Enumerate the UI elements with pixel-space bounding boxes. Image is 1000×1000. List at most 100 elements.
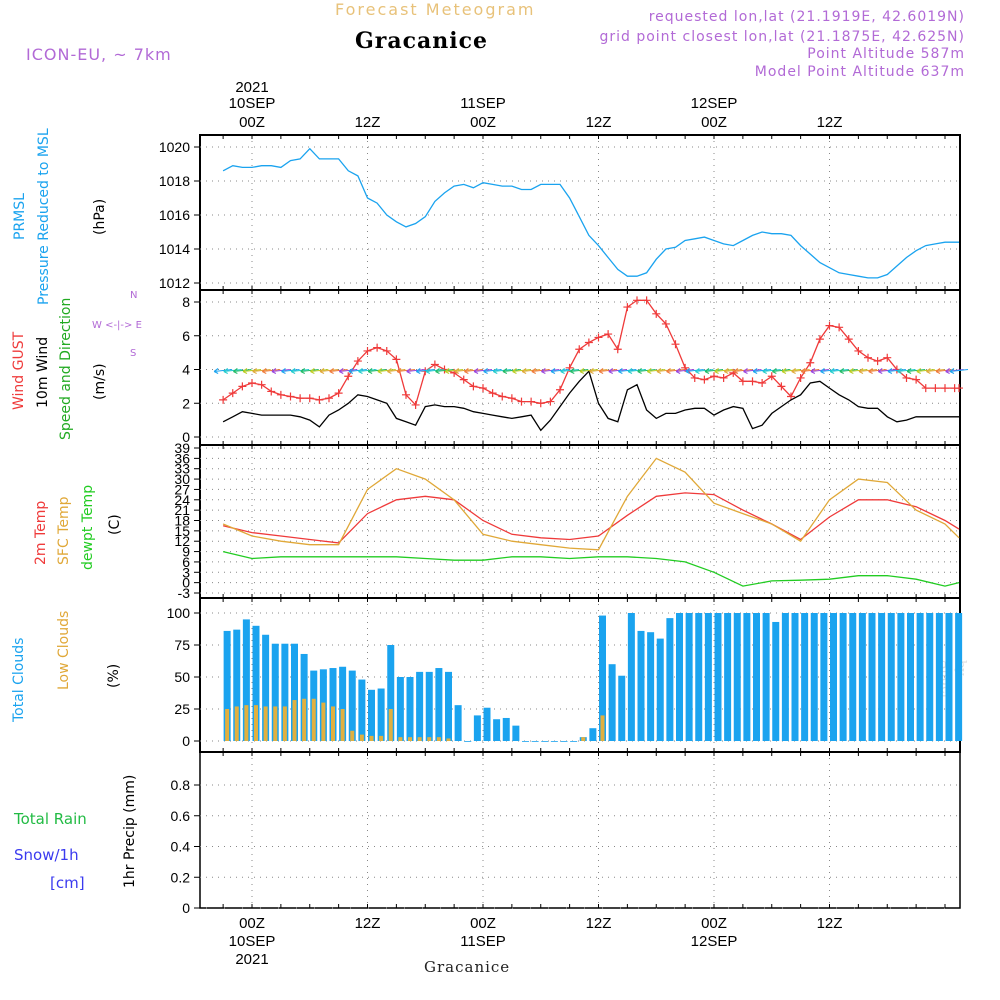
y-tick-label: 0 (182, 900, 190, 916)
wind-direction-arrow (627, 368, 647, 374)
y-tick-label: 1020 (159, 139, 190, 155)
wind-direction-arrow (916, 368, 935, 374)
total-cloud-bar (935, 613, 943, 741)
total-cloud-bar (656, 638, 664, 741)
y-tick-label: 6 (182, 554, 190, 570)
time-label-bottom: 12Z (817, 915, 843, 932)
y-tick-label: 6 (182, 328, 190, 344)
total-cloud-bar (762, 613, 770, 741)
total-cloud-bar (522, 741, 529, 742)
gust-marker (536, 399, 545, 408)
low-cloud-bar (273, 706, 278, 741)
total-cloud-bar (637, 630, 645, 741)
t2m-line (222, 492, 960, 544)
panel-frame (199, 134, 961, 291)
gust-marker (363, 346, 372, 355)
gust-marker (864, 353, 872, 362)
total-cloud-bar (753, 613, 760, 741)
gust-marker (806, 358, 815, 367)
total-cloud-bar (666, 618, 674, 741)
wind-direction-arrow (435, 368, 454, 374)
total-cloud-bar (271, 643, 279, 741)
total-cloud-bar (878, 613, 886, 741)
gust-marker (334, 389, 343, 398)
low-cloud-bar (311, 698, 316, 741)
low-cloud-bar (388, 709, 393, 741)
gust-marker (430, 360, 439, 369)
wind-direction-arrow (618, 368, 637, 374)
wind-direction-arrow (762, 368, 781, 374)
compass-s: S (130, 348, 137, 359)
gust-marker (276, 390, 285, 399)
total-cloud-bar (252, 625, 260, 741)
total-cloud-bar (300, 653, 308, 741)
low-cloud-bar (340, 709, 345, 741)
wind-direction-arrow (290, 368, 310, 374)
total-cloud-bar (560, 741, 568, 742)
total-cloud-bar (445, 671, 452, 741)
gust-marker (854, 346, 863, 355)
total-cloud-bar (830, 613, 837, 741)
gust-marker (777, 382, 786, 391)
low-cloud-bar (254, 705, 258, 741)
time-label-bottom: 10SEP (229, 933, 276, 950)
model-label: ICON-EU, ~ 7km (26, 45, 172, 64)
wind-direction-arrow (541, 368, 560, 374)
gust-marker (594, 333, 603, 342)
tdew-line (222, 550, 960, 587)
y-tick-label: 18 (174, 513, 190, 529)
total-cloud-bar (483, 707, 491, 741)
total-cloud-bar (262, 634, 270, 741)
total-cloud-bar (849, 613, 857, 741)
low-cloud-bar (359, 734, 364, 741)
wind-direction-arrow (569, 368, 589, 374)
gust-marker (248, 379, 256, 387)
time-label-top: 00Z (470, 114, 496, 131)
wind-direction-arrow (464, 368, 483, 374)
y-tick-label: 0.6 (171, 808, 191, 824)
low-cloud-bar (234, 706, 239, 741)
gust-marker (912, 375, 921, 384)
point-altitude: Point Altitude 587m (807, 46, 965, 62)
gust-marker (257, 380, 266, 389)
panel-frame (199, 751, 961, 909)
wind-direction-arrow (444, 368, 464, 374)
y-tick-label: 12 (174, 533, 190, 549)
pressure-line (222, 147, 959, 279)
gust-marker (546, 397, 555, 406)
total-cloud-bar (425, 671, 433, 741)
y-tick-label: 1018 (159, 173, 190, 189)
total-cloud-bar (223, 630, 231, 741)
snow-label: Snow/1h (14, 846, 79, 864)
time-label-top: 12SEP (691, 95, 738, 112)
total-cloud-bar (772, 621, 780, 741)
gust-marker (748, 377, 757, 386)
time-label-bottom: 00Z (239, 915, 265, 932)
wind-direction-arrow (223, 368, 242, 374)
time-label-top: 2021 (235, 79, 268, 96)
total-cloud-bar (589, 728, 597, 741)
wind-direction-arrow (531, 368, 550, 374)
station-name: Gracanice (355, 28, 489, 54)
total-cloud-bar (512, 725, 520, 741)
total-cloud-bar (791, 613, 799, 741)
total-cloud-bar (435, 668, 443, 741)
gust-marker (661, 319, 670, 328)
gust-marker (633, 296, 641, 305)
time-label-top: 10SEP (229, 95, 276, 112)
total-cloud-bar (608, 664, 616, 741)
total-cloud-bar (531, 741, 539, 742)
total-cloud-bar (724, 613, 732, 741)
low-cloud-bar (331, 706, 335, 741)
snow-unit-label: [cm] (50, 874, 85, 892)
total-cloud-bar (233, 629, 241, 741)
model-altitude: Model Point Altitude 637m (754, 64, 965, 80)
total-cloud-bar (810, 613, 818, 741)
gust-marker (700, 375, 709, 384)
total-cloud-bar (281, 643, 289, 741)
y-tick-label: 0.2 (171, 869, 191, 885)
wind-direction-arrow (772, 368, 791, 374)
gust-marker (373, 343, 382, 352)
gust-marker (488, 389, 497, 398)
total-cloud-bar (858, 613, 866, 741)
